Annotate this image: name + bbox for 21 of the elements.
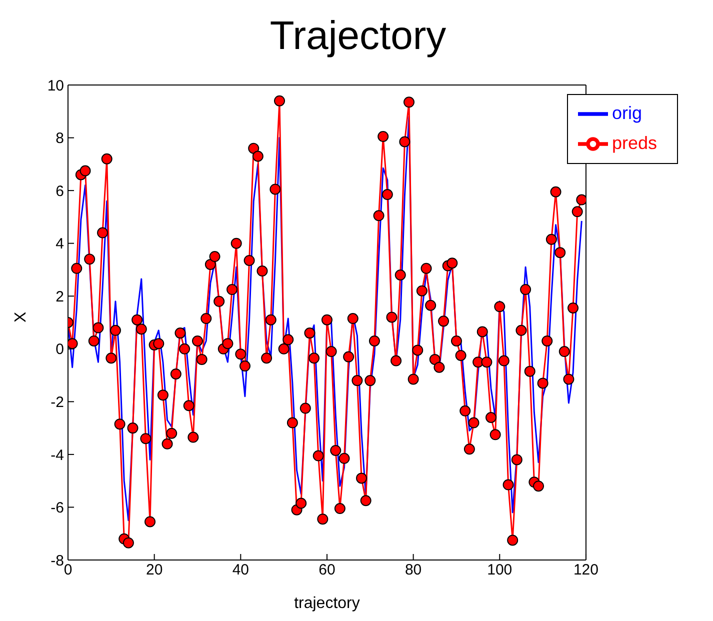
y-tick-label: -6 bbox=[50, 500, 64, 517]
y-tick-label: -2 bbox=[50, 394, 64, 411]
x-axis-title: trajectory bbox=[294, 595, 360, 612]
y-tick-label: 2 bbox=[56, 288, 64, 306]
legend-label: orig bbox=[612, 102, 642, 123]
x-tick-label: 100 bbox=[487, 562, 512, 579]
y-tick-label: -4 bbox=[50, 446, 64, 464]
y-tick-label: 10 bbox=[47, 77, 64, 94]
y-tick-label: -8 bbox=[50, 552, 64, 570]
y-tick-label: 8 bbox=[56, 130, 64, 148]
y-axis-title: X bbox=[12, 312, 30, 322]
x-tick-label: 60 bbox=[318, 562, 336, 579]
y-tick-label: 0 bbox=[56, 341, 64, 358]
x-tick-label: 40 bbox=[232, 562, 249, 579]
x-tick-label: 120 bbox=[573, 562, 598, 579]
legend-label: preds bbox=[612, 132, 657, 153]
chart-title: Trajectory bbox=[268, 13, 448, 60]
x-tick-label: 20 bbox=[146, 562, 163, 579]
y-tick-label: 4 bbox=[56, 236, 64, 253]
y-tick-label: 6 bbox=[56, 182, 64, 200]
x-tick-label: 80 bbox=[404, 562, 422, 579]
